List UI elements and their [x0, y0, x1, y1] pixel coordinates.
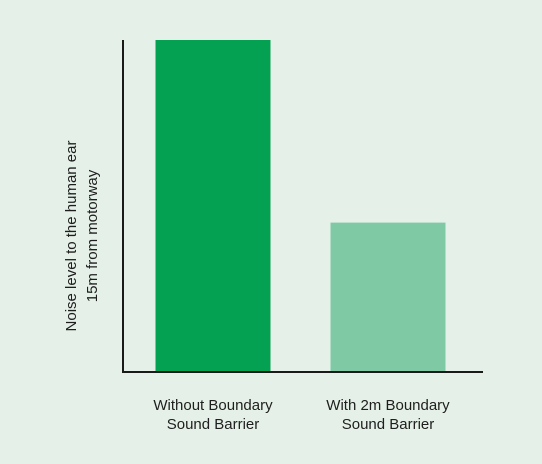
x-tick-label-2-line-1: With 2m Boundary: [326, 397, 450, 414]
y-axis-label-line-2: 15m from motorway: [84, 169, 101, 302]
x-tick-label-2-line-2: Sound Barrier: [342, 416, 435, 433]
y-axis-label: Noise level to the human ear 15m from mo…: [63, 141, 101, 332]
bar-2: [330, 222, 446, 372]
x-tick-label-1-line-2: Sound Barrier: [167, 416, 260, 433]
bar-1: [155, 40, 271, 372]
y-axis-label-line-1: Noise level to the human ear: [63, 141, 80, 332]
x-tick-label-1-line-1: Without Boundary: [153, 397, 273, 414]
x-tick-label-1: Without Boundary Sound Barrier: [153, 397, 273, 433]
x-tick-label-2: With 2m Boundary Sound Barrier: [326, 397, 450, 433]
bars-group: [155, 40, 446, 372]
